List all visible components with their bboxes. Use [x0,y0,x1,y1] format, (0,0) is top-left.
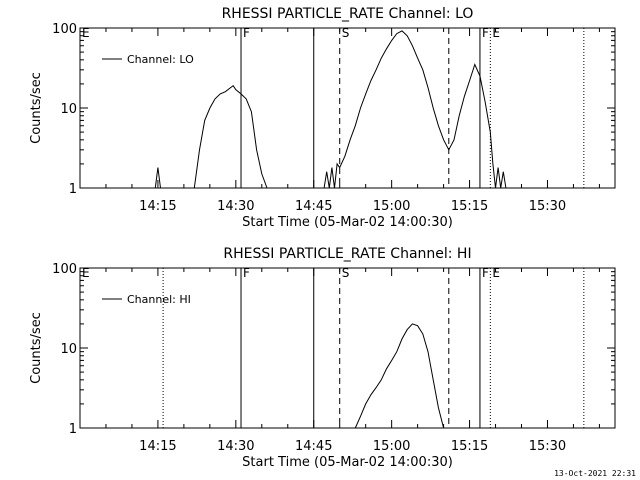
x-tick-label: 15:00 [373,439,410,454]
x-tick-label: 15:15 [451,439,488,454]
x-tick-label: 14:15 [139,439,176,454]
plot-frame [79,267,616,429]
event-marker-label: E [82,266,90,280]
y-tick-label: 1 [69,182,77,197]
x-tick-label: 15:15 [451,199,488,214]
legend-label: Channel: HI [127,293,191,306]
x-tick-label: 14:30 [217,439,254,454]
x-axis-label: Start Time (05-Mar-02 14:00:30) [242,455,453,470]
event-marker-label: F [243,266,250,280]
timestamp-footer: 13-Oct-2021 22:31 [554,469,636,478]
event-marker-label: F [243,26,250,40]
event-marker-label: E [492,26,500,40]
y-tick-label: 100 [52,22,77,37]
chart-panel-2: RHESSI PARTICLE_RATE Channel: HI 1 10 100 14… [29,246,616,470]
y-axis-label: Counts/sec [29,312,44,384]
event-marker-label: F [482,266,489,280]
y-axis-label: Counts/sec [29,72,44,144]
event-marker-label: E [492,266,500,280]
series-line [154,30,507,189]
x-tick-label: 14:45 [295,199,332,214]
legend-label: Channel: LO [127,53,194,66]
chart-title: RHESSI PARTICLE_RATE Channel: LO [222,6,474,22]
x-tick-label: 15:30 [529,439,566,454]
event-marker-label: S [342,26,350,40]
event-marker-label: F [482,26,489,40]
series-line [354,323,445,429]
x-tick-label: 14:15 [139,199,176,214]
plot-frame [79,27,616,189]
y-tick-label: 10 [60,342,77,357]
chart-title: RHESSI PARTICLE_RATE Channel: HI [223,246,471,262]
chart-panel-1: RHESSI PARTICLE_RATE Channel: LO 1 10 100 14… [29,6,616,230]
event-marker-label: S [342,266,350,280]
x-tick-label: 15:00 [373,199,410,214]
event-marker-label: E [82,26,90,40]
y-tick-label: 1 [69,422,77,437]
x-axis-label: Start Time (05-Mar-02 14:00:30) [242,215,453,230]
x-tick-label: 14:45 [295,439,332,454]
x-tick-label: 14:30 [217,199,254,214]
y-tick-label: 10 [60,102,77,117]
y-tick-label: 100 [52,262,77,277]
x-tick-label: 15:30 [529,199,566,214]
